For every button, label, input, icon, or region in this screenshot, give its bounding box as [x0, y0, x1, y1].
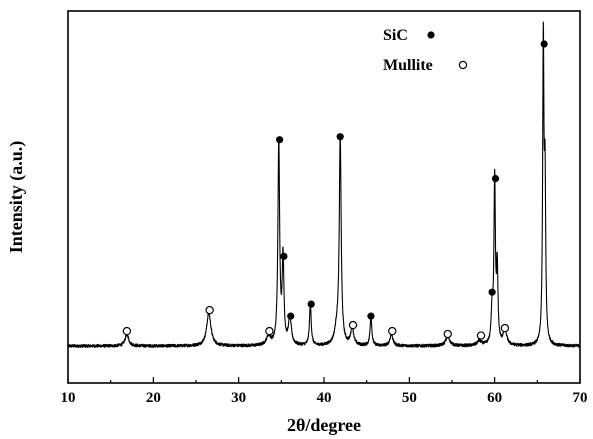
legend-marker-mullite	[458, 60, 468, 70]
mullite-peak-marker	[122, 326, 132, 336]
sic-peak-marker	[307, 300, 315, 308]
phase-markers	[122, 40, 548, 340]
sic-peak-marker	[336, 133, 344, 141]
sic-peak-marker	[540, 40, 548, 48]
legend-marker-sic	[427, 31, 435, 39]
trace-layer	[67, 21, 581, 348]
x-tick-label-30: 30	[231, 390, 246, 406]
x-tick-label-50: 50	[402, 390, 417, 406]
xrd-trace	[67, 21, 581, 348]
mullite-peak-marker	[388, 326, 397, 336]
legend-label-sic: SiC	[383, 27, 408, 44]
legend-label-mullite: Mullite	[383, 57, 433, 74]
sic-peak-marker	[491, 174, 500, 183]
mullite-peak-marker	[443, 329, 452, 339]
y-axis-label: Intensity (a.u.)	[6, 141, 27, 254]
x-axis-ticks: 10 20 30 40 50 60 70	[61, 377, 588, 406]
legend: SiC Mullite	[383, 27, 468, 74]
mullite-peak-marker	[348, 320, 358, 330]
x-tick-label-40: 40	[317, 390, 332, 406]
x-axis-label: 2θ/degree	[287, 415, 361, 435]
mullite-peak-marker	[476, 331, 486, 340]
mullite-peak-marker	[265, 326, 274, 336]
sic-peak-marker	[488, 288, 496, 296]
sic-peak-marker	[287, 312, 295, 320]
x-tick-label-70: 70	[573, 390, 588, 406]
sic-peak-marker	[276, 136, 284, 144]
sic-peak-marker	[367, 312, 375, 320]
x-tick-label-10: 10	[61, 390, 76, 406]
x-tick-label-20: 20	[146, 390, 161, 406]
mullite-peak-marker	[205, 305, 214, 315]
x-tick-label-60: 60	[487, 390, 502, 406]
sic-peak-marker	[280, 252, 288, 260]
mullite-peak-marker	[500, 323, 510, 333]
axes: 10 20 30 40 50 60 70	[61, 10, 588, 406]
